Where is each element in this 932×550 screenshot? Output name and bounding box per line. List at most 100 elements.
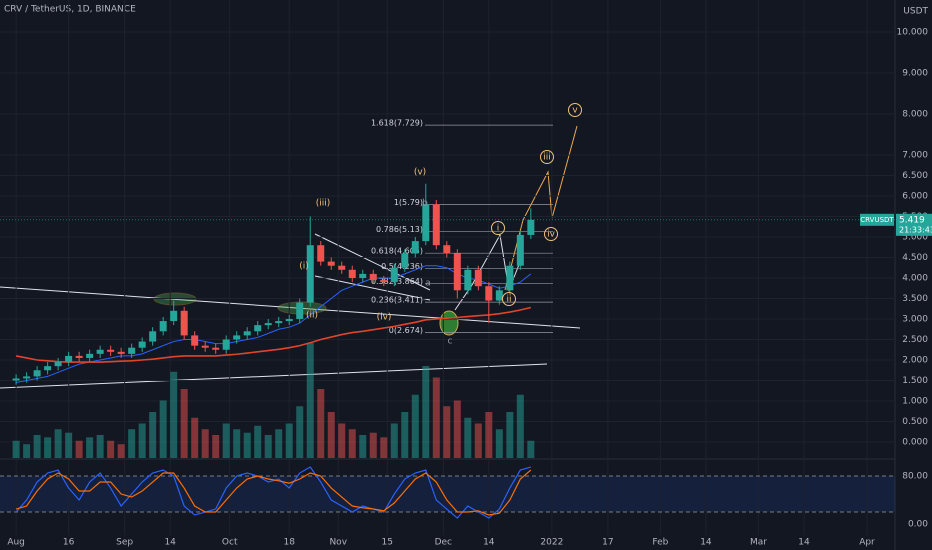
wave-circle bbox=[540, 150, 554, 164]
x-tick-label: 17 bbox=[602, 538, 613, 548]
candle-body bbox=[485, 286, 493, 301]
volume-bar bbox=[159, 400, 167, 458]
volume-bar bbox=[527, 440, 535, 458]
wave-label: iii bbox=[543, 153, 551, 163]
volume-bar bbox=[380, 437, 388, 458]
candle-body bbox=[390, 267, 398, 283]
candle-body bbox=[422, 204, 430, 242]
candle-body bbox=[296, 302, 304, 320]
candle-body bbox=[86, 353, 94, 358]
volume-bar bbox=[369, 432, 377, 458]
candle-body bbox=[474, 269, 482, 287]
x-tick-label: Dec bbox=[435, 538, 452, 548]
candle-body bbox=[33, 370, 41, 377]
wave-circle bbox=[544, 227, 558, 241]
candle-body bbox=[527, 219, 535, 235]
symbol-tag: CRVUSDT bbox=[860, 216, 894, 224]
wave-label: v bbox=[572, 106, 578, 116]
volume-bar bbox=[23, 444, 31, 458]
price-tag bbox=[860, 213, 894, 226]
wave-label: (iii) bbox=[316, 199, 331, 209]
stoch-line bbox=[15, 469, 532, 516]
candle-body bbox=[275, 321, 283, 324]
candle-body bbox=[54, 362, 62, 367]
candle-body bbox=[44, 366, 52, 371]
candle-body bbox=[327, 261, 335, 266]
candle-body bbox=[254, 325, 262, 332]
x-tick-label: 15 bbox=[382, 538, 393, 548]
wave-label: (v) bbox=[414, 168, 426, 178]
volume-bar bbox=[348, 429, 356, 458]
volume-bar bbox=[474, 423, 482, 458]
volume-bar bbox=[233, 429, 241, 458]
x-tick-label: 14 bbox=[798, 538, 810, 548]
candle-body bbox=[170, 310, 178, 322]
wave-label: ii bbox=[506, 295, 511, 305]
volume-bar bbox=[296, 406, 304, 458]
volume-bar bbox=[222, 423, 230, 458]
volume-bar bbox=[306, 343, 314, 458]
y-tick-label: 2.500 bbox=[902, 335, 928, 345]
wave-label: (iv) bbox=[377, 313, 392, 323]
moving-average bbox=[15, 306, 532, 363]
y-tick-label: 3.000 bbox=[902, 315, 928, 325]
y-tick-label: 1.000 bbox=[902, 397, 928, 407]
candle-body bbox=[107, 349, 115, 352]
last-price: 5.419 bbox=[899, 215, 925, 225]
candle-body bbox=[233, 335, 241, 340]
x-tick-label: 16 bbox=[63, 538, 75, 548]
volume-bar bbox=[75, 440, 83, 458]
volume-bar bbox=[359, 435, 367, 458]
stoch-tick-label: 80.00 bbox=[902, 472, 928, 482]
candle-body bbox=[369, 273, 377, 281]
fib-label: 1.618(7.729) bbox=[371, 119, 423, 128]
wave-circle bbox=[502, 292, 516, 306]
volume-bar bbox=[138, 423, 146, 458]
wave-circle bbox=[568, 103, 582, 117]
fib-label: 0.618(4.605) bbox=[371, 247, 423, 256]
volume-bar bbox=[401, 412, 409, 458]
highlight bbox=[153, 292, 197, 306]
wave-label: b bbox=[422, 199, 428, 209]
y-tick-label: 8.000 bbox=[902, 109, 928, 119]
y-tick-label: 7.000 bbox=[902, 150, 928, 160]
candle-body bbox=[348, 269, 356, 278]
volume-bar bbox=[432, 377, 440, 458]
y-tick-label: 0.000 bbox=[902, 438, 928, 448]
y-tick-label: 4.000 bbox=[902, 273, 928, 283]
fib-label: 0.236(3.411) bbox=[371, 296, 423, 305]
volume-bar bbox=[54, 429, 62, 458]
wave-label: (ii) bbox=[306, 311, 318, 321]
candle-body bbox=[243, 331, 251, 336]
candle-body bbox=[212, 347, 220, 350]
symbol-title: CRV / TetherUS, 1D, BINANCE bbox=[4, 5, 136, 15]
candle-body bbox=[12, 378, 20, 381]
candle-body bbox=[75, 355, 83, 358]
volume-bar bbox=[96, 435, 104, 458]
price-tag bbox=[896, 213, 932, 236]
y-tick-label: 3.500 bbox=[902, 294, 928, 304]
candle-body bbox=[516, 234, 524, 266]
x-tick-label: Aug bbox=[7, 538, 25, 548]
candle-body bbox=[306, 245, 314, 303]
y-tick-label: 9.000 bbox=[902, 68, 928, 78]
volume-bar bbox=[12, 440, 20, 458]
wave-label: iv bbox=[547, 230, 556, 240]
volume-bar bbox=[506, 412, 514, 458]
volume-bar bbox=[201, 429, 209, 458]
volume-bar bbox=[243, 432, 251, 458]
candle-body bbox=[359, 273, 367, 278]
volume-bar bbox=[212, 435, 220, 458]
x-tick-label: 14 bbox=[164, 538, 176, 548]
candle-body bbox=[117, 351, 125, 354]
volume-bar bbox=[453, 400, 461, 458]
volume-bar bbox=[65, 432, 73, 458]
fib-label: 0.786(5.13) bbox=[376, 225, 423, 234]
y-tick-label: 2.000 bbox=[902, 356, 928, 366]
candle-body bbox=[159, 321, 167, 332]
wave-label: a bbox=[425, 279, 431, 289]
wave-label: c bbox=[448, 337, 453, 347]
volume-bar bbox=[443, 406, 451, 458]
volume-bar bbox=[170, 371, 178, 458]
